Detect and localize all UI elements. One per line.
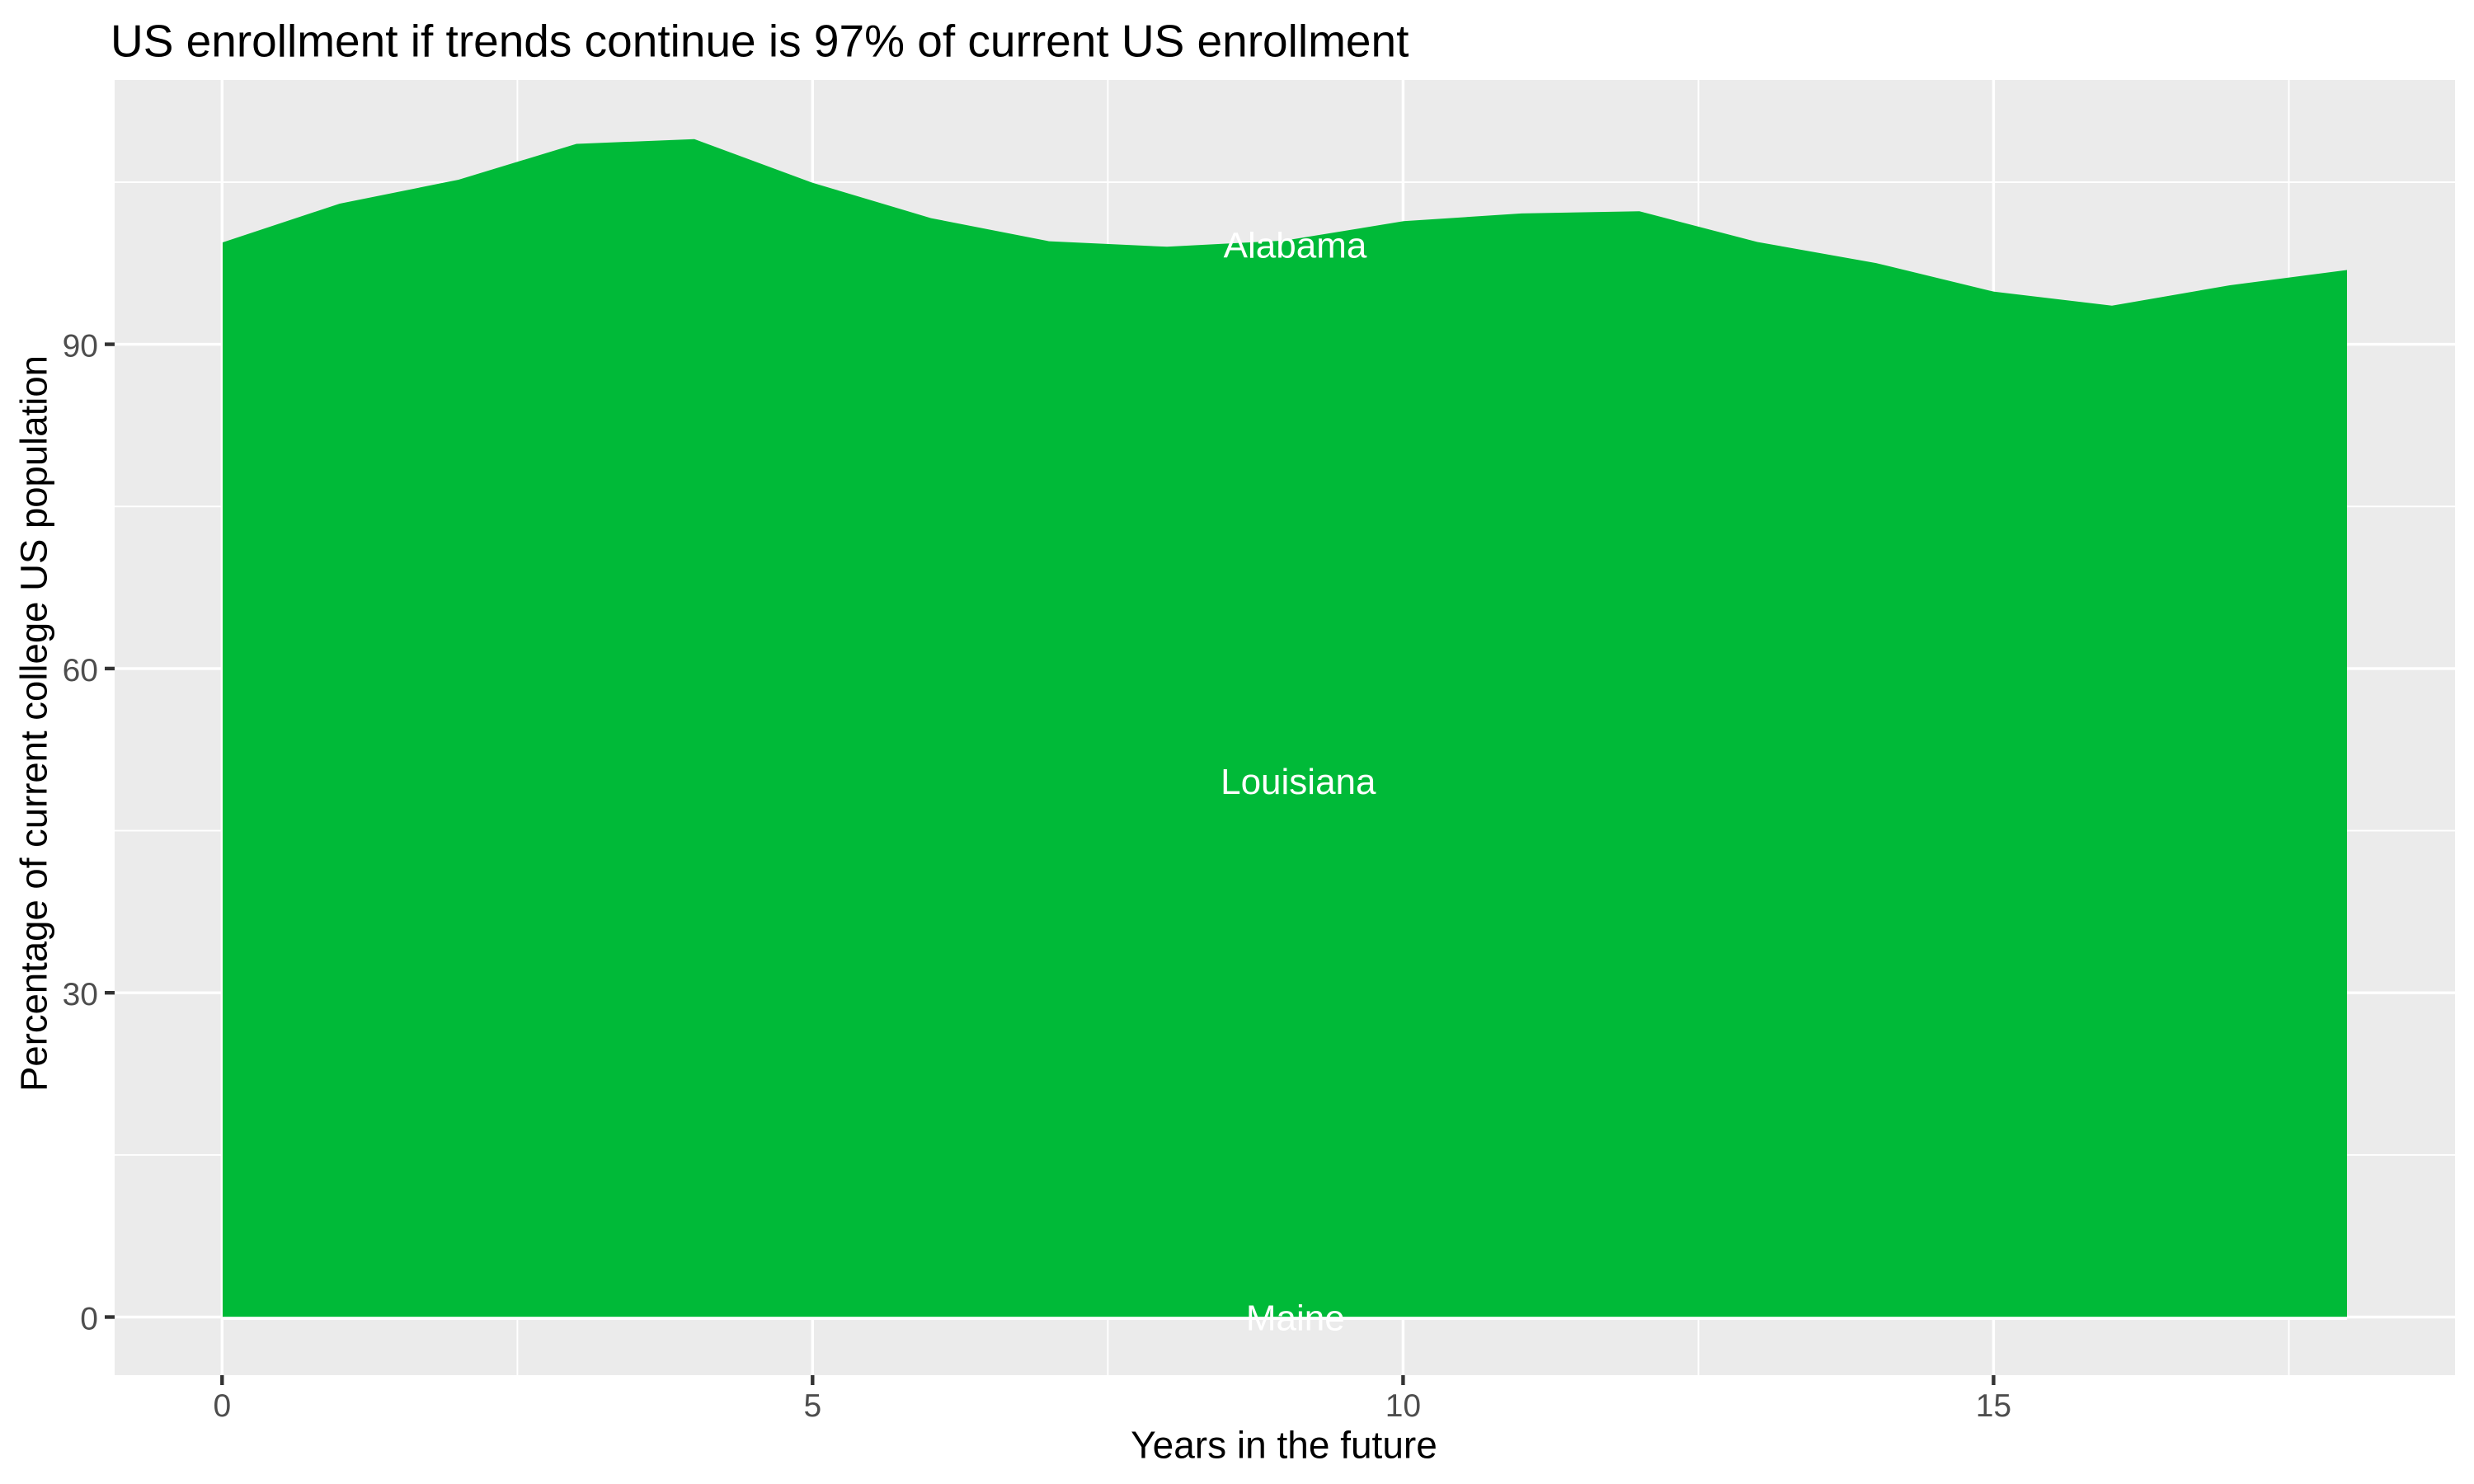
svg-text:15: 15: [1976, 1388, 2011, 1424]
svg-text:10: 10: [1385, 1388, 1421, 1424]
svg-text:Alabama: Alabama: [1224, 225, 1367, 265]
svg-text:0: 0: [213, 1388, 231, 1424]
svg-text:90: 90: [63, 329, 98, 364]
svg-text:30: 30: [63, 977, 98, 1012]
svg-text:60: 60: [63, 653, 98, 688]
svg-text:0: 0: [80, 1301, 98, 1336]
svg-text:Louisiana: Louisiana: [1221, 762, 1376, 802]
svg-text:5: 5: [803, 1388, 821, 1424]
svg-text:Percentage of current college: Percentage of current college US populat…: [13, 355, 55, 1092]
svg-text:Years in the future: Years in the future: [1131, 1424, 1437, 1467]
svg-text:Maine: Maine: [1246, 1298, 1345, 1338]
svg-text:US enrollment if trends contin: US enrollment if trends continue is 97% …: [111, 16, 1409, 67]
